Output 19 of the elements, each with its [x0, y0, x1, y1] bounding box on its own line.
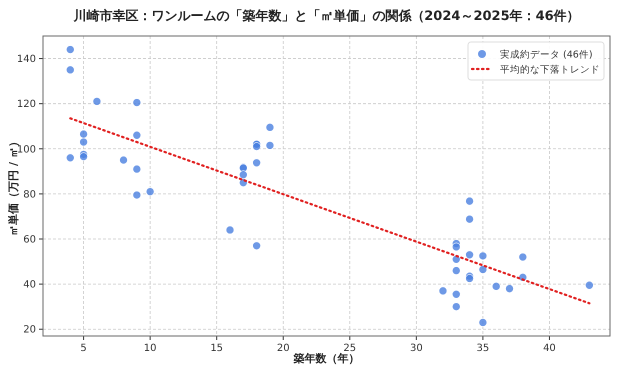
legend-label: 平均的な下落トレンド	[500, 64, 600, 76]
y-tick-label: 100	[16, 144, 36, 156]
x-tick-label: 15	[210, 343, 224, 354]
y-tick-label: 60	[23, 234, 36, 246]
y-tick-label: 80	[23, 189, 36, 200]
x-tick-label: 35	[476, 343, 490, 354]
x-tick-label: 25	[343, 343, 356, 354]
x-tick-label: 10	[144, 343, 157, 354]
x-axis-title: 築年数（年）	[292, 352, 360, 365]
x-tick-label: 40	[543, 343, 556, 354]
y-tick-label: 40	[23, 280, 36, 291]
x-tick-label: 20	[276, 343, 290, 354]
y-tick-label: 140	[16, 54, 36, 66]
y-tick-label: 120	[16, 99, 36, 110]
y-tick-label: 20	[23, 324, 36, 336]
legend-label: 実成約データ (46件)	[500, 48, 593, 60]
chart-title: 川崎市幸区：ワンルームの「築年数」と「㎡単価」の関係（2024～2025年：46件）	[72, 8, 580, 24]
x-tick-label: 30	[410, 343, 423, 354]
x-tick-label: 5	[80, 343, 87, 354]
